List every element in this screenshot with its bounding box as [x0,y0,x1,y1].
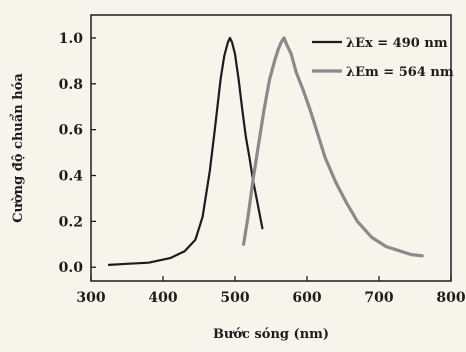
y-tick-label: 0.2 [59,214,83,230]
x-tick-label: 500 [220,290,249,306]
y-tick-label: 0.4 [59,169,84,185]
x-tick-label: 700 [364,290,393,306]
x-axis: 300 400 500 600 700 800 [76,276,466,306]
x-tick-label: 400 [148,290,177,306]
excitation-line [107,36,264,266]
y-tick-label: 0.0 [59,260,84,276]
x-tick-label: 800 [436,290,465,306]
y-tick-label: 0.6 [59,123,83,139]
emission-line [242,36,424,258]
legend-label: λEm = 564 nm [346,65,454,80]
series-layer [107,36,424,266]
y-tick-label: 1.0 [59,31,84,47]
y-tick-label: 0.8 [59,77,83,93]
legend-label: λEx = 490 nm [346,36,448,51]
y-axis: 0.0 0.2 0.4 0.6 0.8 1.0 [59,31,96,276]
y-axis-title: Cường độ chuẩn hóa [10,73,26,223]
x-tick-label: 600 [292,290,321,306]
x-tick-label: 300 [76,290,105,306]
plot-frame [90,14,452,282]
x-axis-title: Bước sóng (nm) [213,327,329,342]
legend: λEx = 490 nm λEm = 564 nm [312,36,454,80]
